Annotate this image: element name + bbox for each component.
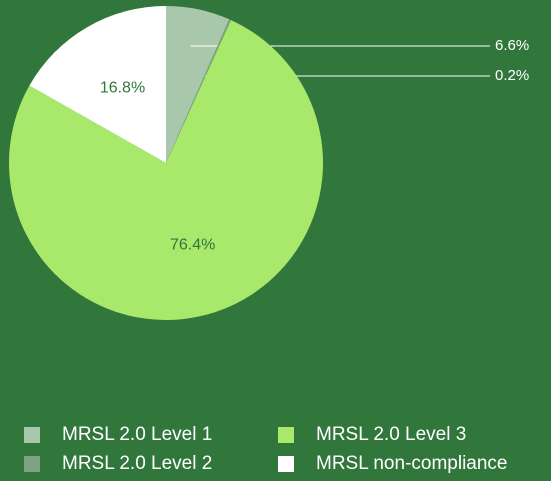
legend-swatch (24, 427, 40, 443)
legend-swatch (278, 427, 294, 443)
pie-slice (29, 5, 167, 163)
data-label: 6.6% (495, 37, 529, 54)
legend-swatch (24, 456, 40, 472)
legend-label: MRSL 2.0 Level 1 (62, 424, 212, 445)
legend-label: MRSL non-compliance (316, 453, 508, 474)
legend-label: MRSL 2.0 Level 3 (316, 424, 466, 445)
legend-swatch (278, 456, 294, 472)
data-label: 16.8% (100, 80, 145, 97)
data-label: 0.2% (495, 67, 529, 84)
legend-label: MRSL 2.0 Level 2 (62, 453, 212, 474)
pie-slice (8, 20, 324, 320)
pie-slice (166, 19, 232, 164)
data-label: 76.4% (170, 236, 215, 253)
pie-slice (166, 6, 230, 163)
